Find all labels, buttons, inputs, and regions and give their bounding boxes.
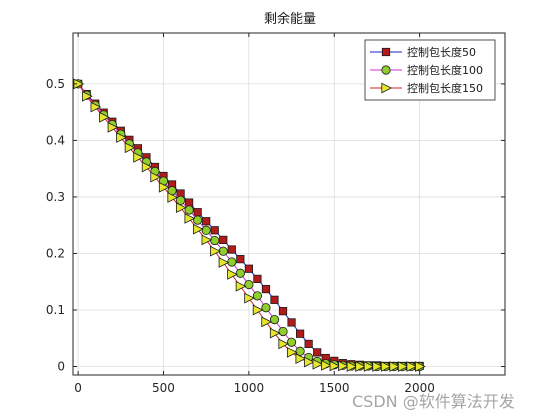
data-point-series-3	[158, 181, 170, 193]
data-point-series-2	[193, 215, 203, 225]
data-point-series-3	[244, 292, 255, 304]
axes-box	[72, 32, 506, 376]
data-point-series-2	[295, 346, 305, 356]
data-point-series-3	[133, 152, 144, 163]
data-point-series-2	[261, 303, 271, 313]
ticks: 0 500 1000 1500 2000 0 0.1 0.2 0.3 0.4 0.5	[46, 33, 505, 395]
data-point-series-3	[235, 280, 247, 292]
data-point-series-3	[295, 353, 307, 364]
chart-title: 剩余能量	[264, 11, 316, 27]
data-point-series-3	[269, 327, 281, 339]
data-point-series-3	[278, 338, 290, 350]
data-point-series-3	[107, 122, 119, 133]
legend-item: 控制包长度150	[370, 81, 483, 95]
legend-label: 控制包长度100	[407, 63, 483, 77]
series-layer	[73, 78, 426, 372]
data-point-series-3	[380, 361, 392, 372]
data-point-series-1	[193, 208, 202, 217]
data-point-series-3	[329, 360, 341, 372]
data-point-series-1	[253, 274, 262, 284]
y-tick-label: 0.5	[46, 77, 65, 91]
data-point-series-3	[312, 358, 324, 370]
data-point-series-1	[185, 198, 194, 207]
data-point-series-2	[286, 337, 297, 347]
data-point-series-1	[304, 339, 313, 349]
data-point-series-3	[184, 213, 196, 224]
x-tick-label: 2000	[404, 381, 435, 395]
data-point-series-1	[295, 329, 305, 338]
data-point-series-3	[363, 361, 375, 372]
data-point-series-2	[184, 205, 194, 215]
data-point-series-3	[90, 101, 102, 113]
data-point-series-2	[244, 279, 254, 290]
legend-item: 控制包长度100	[370, 63, 483, 77]
legend-item: 控制包长度50	[370, 45, 476, 59]
x-tick-label: 500	[152, 381, 175, 395]
data-point-series-3	[252, 304, 264, 316]
data-point-series-3	[321, 360, 332, 371]
x-tick-label: 1000	[234, 381, 265, 395]
data-point-series-1	[210, 226, 219, 235]
legend-label: 控制包长度50	[407, 45, 476, 59]
data-point-series-3	[397, 361, 409, 372]
data-point-series-2	[278, 326, 288, 337]
x-tick-label: 1500	[319, 381, 350, 395]
series-3	[73, 78, 426, 372]
legend: 控制包长度50 控制包长度100 控制包长度150	[364, 39, 496, 101]
data-point-series-1	[227, 245, 236, 254]
y-tick-label: 0.4	[46, 133, 65, 147]
data-point-series-3	[261, 316, 273, 328]
data-point-series-3	[175, 202, 187, 214]
x-tick-label: 0	[74, 381, 82, 395]
data-point-series-2	[210, 235, 220, 246]
data-point-series-3	[82, 90, 93, 102]
legend-marker	[381, 82, 393, 94]
data-point-series-3	[150, 171, 162, 183]
data-point-series-1	[313, 348, 322, 357]
data-point-series-3	[116, 132, 127, 143]
data-point-series-3	[218, 257, 230, 268]
data-point-series-3	[355, 361, 366, 372]
data-point-series-3	[193, 223, 204, 235]
data-point-series-2	[175, 195, 186, 205]
data-point-series-2	[227, 257, 237, 267]
data-point-series-1	[236, 255, 245, 264]
data-point-series-1	[270, 295, 279, 304]
data-point-series-3	[389, 361, 401, 372]
data-point-series-3	[99, 111, 110, 123]
data-point-series-3	[346, 361, 358, 372]
data-point-series-3	[372, 361, 384, 372]
y-tick-label: 0.3	[46, 190, 65, 204]
y-tick-label: 0	[57, 360, 65, 374]
watermark: CSDN @软件算法开发	[352, 392, 515, 411]
legend-marker	[381, 47, 391, 57]
data-point-series-3	[141, 161, 153, 173]
data-point-series-3	[338, 360, 349, 372]
data-point-series-3	[406, 361, 418, 372]
legend-label: 控制包长度150	[407, 81, 483, 95]
data-point-series-1	[202, 217, 211, 226]
data-point-series-2	[252, 291, 263, 301]
data-point-series-3	[415, 361, 426, 372]
data-point-series-3	[227, 269, 238, 280]
data-point-series-2	[269, 315, 280, 325]
legend-marker	[381, 65, 391, 75]
data-point-series-1	[244, 264, 253, 273]
data-point-series-1	[287, 318, 296, 327]
data-point-series-1	[261, 284, 271, 294]
data-point-series-3	[210, 245, 221, 257]
data-point-series-3	[167, 192, 179, 203]
data-point-series-1	[278, 307, 288, 316]
data-point-series-2	[201, 225, 211, 235]
data-point-series-3	[201, 234, 213, 246]
data-point-series-1	[219, 235, 228, 244]
data-point-series-3	[286, 347, 298, 358]
data-point-series-3	[124, 142, 136, 154]
y-tick-label: 0.2	[46, 246, 65, 260]
data-point-series-2	[235, 268, 245, 278]
y-tick-label: 0.1	[46, 303, 65, 317]
data-point-series-3	[304, 356, 315, 368]
